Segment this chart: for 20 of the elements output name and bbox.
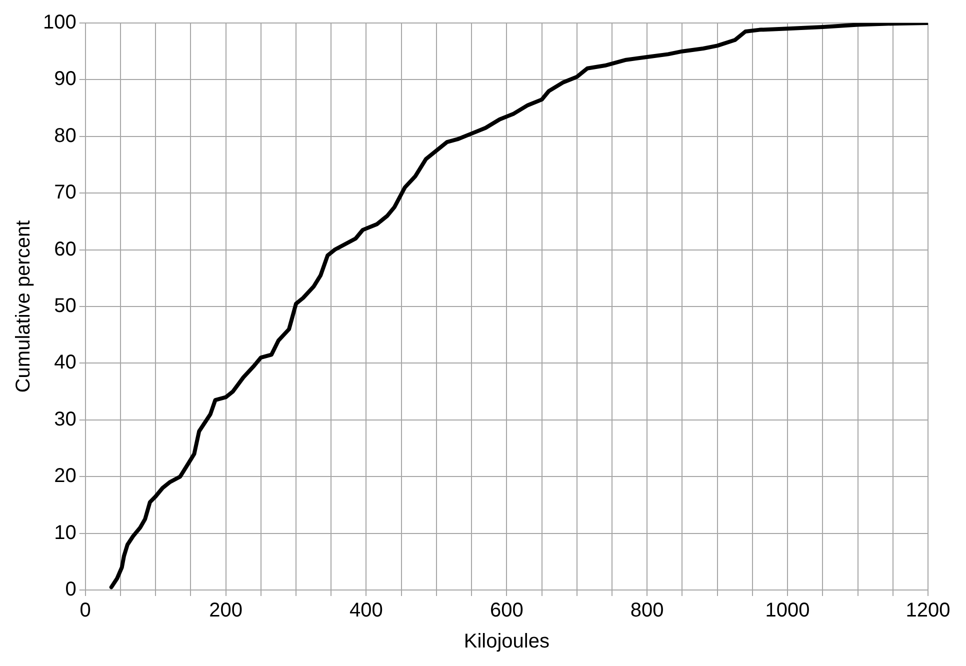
x-tick-label: 1200 — [906, 600, 950, 622]
x-tick-label: 1000 — [765, 600, 810, 622]
y-tick-label: 90 — [54, 68, 76, 90]
y-tick-label: 40 — [54, 352, 76, 374]
x-tick-label: 400 — [350, 600, 383, 622]
y-tick-label: 0 — [65, 578, 76, 601]
x-tick-label: 200 — [209, 600, 242, 622]
x-axis-title: Kilojoules — [464, 630, 550, 653]
x-tick-label: 0 — [80, 600, 91, 622]
x-tick-label: 800 — [630, 600, 664, 622]
y-tick-label: 20 — [54, 465, 76, 488]
y-tick-label: 60 — [54, 238, 76, 260]
y-axis-title: Cumulative percent — [12, 220, 35, 393]
y-tick-label: 80 — [54, 124, 76, 147]
y-tick-label: 30 — [54, 408, 76, 430]
y-tick-label: 100 — [42, 12, 76, 34]
y-tick-label: 70 — [54, 182, 76, 204]
y-tick-label: 10 — [54, 522, 76, 544]
y-tick-label: 50 — [54, 295, 76, 318]
x-tick-label: 600 — [490, 600, 524, 622]
